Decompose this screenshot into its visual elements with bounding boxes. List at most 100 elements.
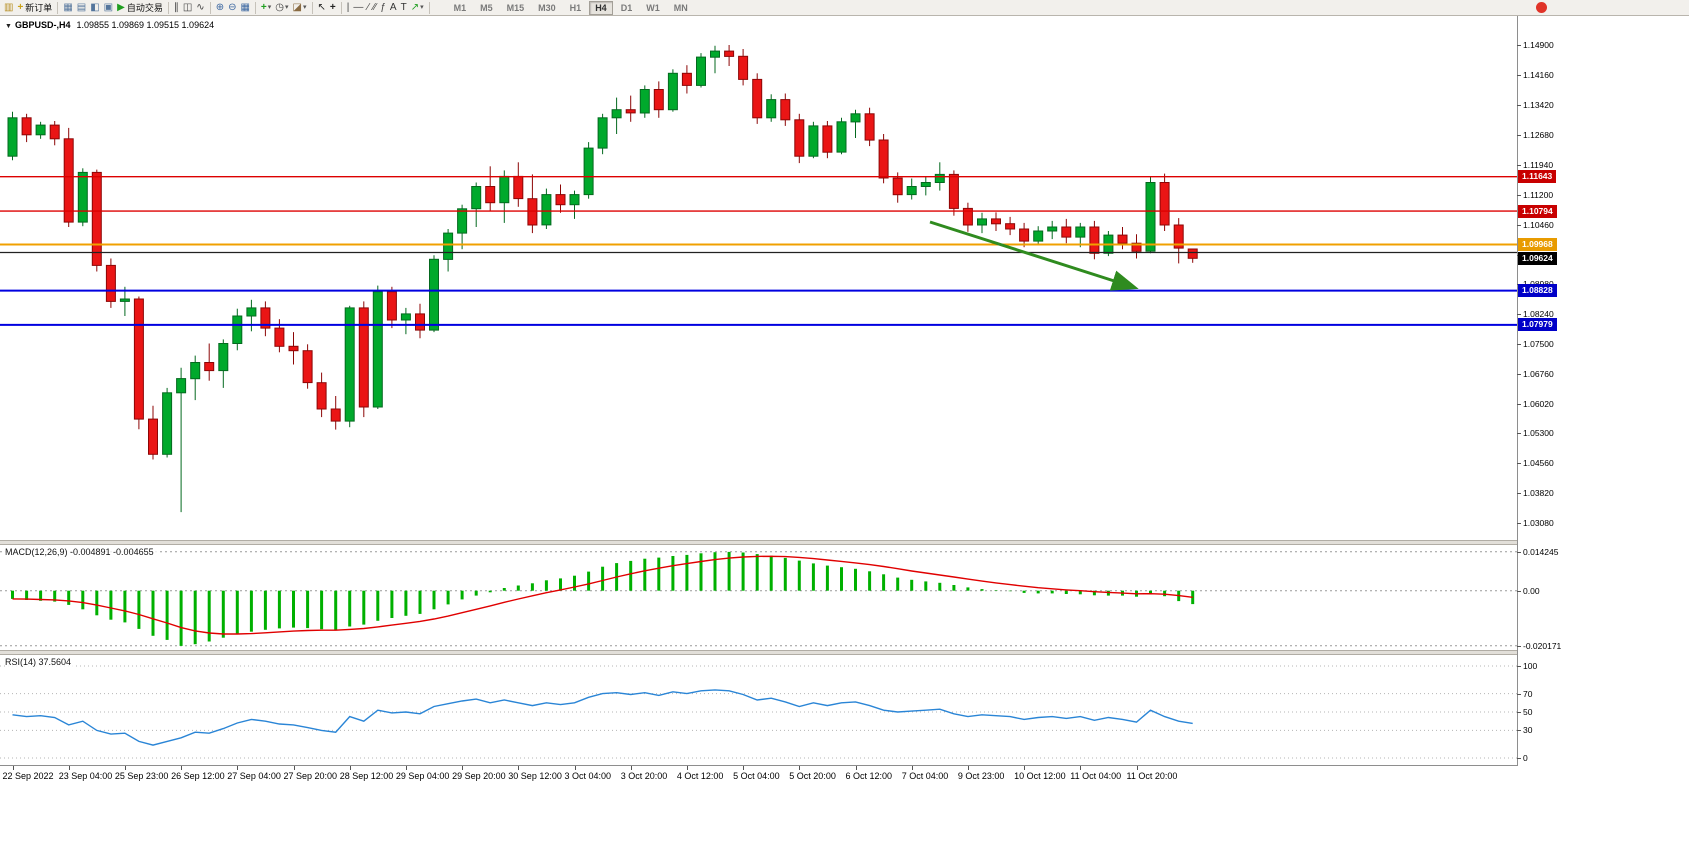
new-order-button[interactable]: + 新订单 (15, 1, 54, 15)
candle-body (274, 327, 285, 347)
candle-body (485, 186, 496, 204)
main-chart-panel[interactable]: ▼ GBPUSD-,H4 1.09855 1.09869 1.09515 1.096… (0, 17, 1689, 540)
candle-body (372, 291, 383, 408)
cursor-icon[interactable]: ↖ (316, 1, 328, 15)
toolbar-items: ▥ + 新订单 ▦ ▤ ◧ ▣ ▶ 自动交易 ∥ ◫ ∿ ⊕ ⊖ ▦ + ▾ ◷ ▾ ◪ ▾ ↖ + | ― ∕ ∕∕ ƒ A T ↗ ▾ (2, 1, 433, 15)
candle-body (1117, 234, 1128, 244)
rsi-line (12, 689, 1193, 746)
candle-body (358, 307, 369, 408)
time-axis-label: 6 Oct 12:00 (845, 771, 893, 781)
new-chart-icon[interactable]: ▥ (2, 1, 15, 15)
candle-body (119, 298, 130, 302)
crosshair-icon: + (329, 1, 336, 13)
timeframe-m1-button[interactable]: M1 (453, 2, 467, 13)
time-axis[interactable]: 22 Sep 2022 23 Sep 04:00 25 Sep 23:00 26 Se… (0, 766, 1689, 786)
horizontal-line-icon: ― (353, 1, 364, 13)
trend-arrow[interactable] (929, 220, 1139, 291)
line-chart-icon[interactable]: ∿ (194, 1, 206, 15)
time-axis-tick (855, 766, 857, 770)
tile-windows-icon[interactable]: ▦ (238, 1, 251, 15)
candle-body (316, 382, 327, 410)
macd-signal-line (12, 555, 1193, 635)
candle-body (288, 345, 299, 352)
candle-body (499, 175, 510, 204)
arrows-icon[interactable]: ↗ ▾ (409, 1, 426, 15)
horizontal-line-icon[interactable]: ― (351, 1, 365, 15)
time-axis-label: 9 Oct 23:00 (957, 771, 1005, 781)
timeframe-w1-button[interactable]: W1 (646, 2, 660, 13)
panel-splitter[interactable] (0, 650, 1517, 655)
time-axis-label: 11 Oct 20:00 (1126, 771, 1178, 781)
fibonacci-icon[interactable]: ƒ (378, 1, 388, 15)
rsi-plot[interactable] (0, 655, 1517, 765)
candle-body (176, 378, 187, 394)
autotrading-button[interactable]: ▶ 自动交易 (115, 1, 165, 15)
toolbar-separator (254, 1, 256, 14)
timeframe-m30-button[interactable]: M30 (538, 2, 556, 13)
candle-body (1005, 223, 1016, 230)
navigator-icon[interactable]: ◧ (88, 1, 101, 15)
indicators-icon[interactable]: + ▾ (259, 1, 273, 15)
candlestick-chart-icon: ◫ (182, 1, 193, 13)
candle-body (1061, 226, 1072, 238)
candle-body (1019, 228, 1030, 242)
vertical-line-icon[interactable]: | (345, 1, 352, 15)
time-axis-tick (799, 766, 801, 770)
candle-body (1159, 182, 1170, 226)
zoom-out-icon[interactable]: ⊖ (226, 1, 238, 15)
timeframe-h1-button[interactable]: H1 (569, 2, 582, 13)
candle-body (625, 109, 636, 114)
candle-body (302, 350, 313, 384)
price-axis-separator (1517, 16, 1518, 786)
candle-body (246, 307, 257, 317)
chart-collapse-icon[interactable]: ▼ (5, 23, 12, 30)
trendline-icon: ∕ (367, 1, 370, 13)
timeframe-mn-button[interactable]: MN (673, 2, 688, 13)
timeframe-m15-button[interactable]: M15 (506, 2, 525, 13)
timeframe-h4-button[interactable]: H4 (589, 0, 613, 15)
macd-plot[interactable] (0, 545, 1517, 650)
candle-body (948, 173, 959, 209)
periods-icon[interactable]: ◷ ▾ (273, 1, 290, 15)
candle-body (471, 186, 482, 210)
market-watch-icon: ▦ (63, 1, 73, 13)
timeframe-m5-button[interactable]: M5 (480, 2, 493, 13)
panel-splitter[interactable] (0, 540, 1517, 545)
candlestick-chart-icon[interactable]: ◫ (181, 1, 194, 15)
crosshair-icon[interactable]: + (328, 1, 338, 15)
trendline-icon[interactable]: ∕ (365, 1, 371, 15)
time-axis-separator (0, 765, 1517, 766)
macd-panel[interactable]: MACD(12,26,9) -0.004891 -0.004655 (0, 545, 1689, 650)
candle-body (162, 392, 173, 455)
candle-body (696, 56, 706, 86)
candle-body (344, 307, 355, 422)
new-order-button-label: 新订单 (25, 2, 53, 13)
templates-icon[interactable]: ◪ ▾ (291, 1, 309, 15)
candle-body (7, 117, 18, 157)
tile-windows-icon: ▦ (240, 1, 250, 13)
candle-body (148, 418, 158, 455)
market-watch-icon[interactable]: ▦ (61, 1, 74, 15)
timeframe-toolbar: M1 M5 M15 M30 H1 H4 D1 W1 MN (447, 0, 695, 15)
candle-body (766, 99, 777, 119)
notification-badge-icon[interactable] (1536, 2, 1547, 13)
label-icon[interactable]: T (399, 1, 409, 15)
bar-chart-icon[interactable]: ∥ (172, 1, 181, 15)
terminal-icon[interactable]: ▣ (102, 1, 115, 15)
toolbar-separator (311, 1, 313, 14)
zoom-in-icon[interactable]: ⊕ (214, 1, 226, 15)
timeframe-d1-button[interactable]: D1 (620, 2, 633, 13)
toolbar-separator (209, 1, 211, 14)
candle-body (204, 362, 215, 372)
time-axis-tick (349, 766, 351, 770)
candle-body (724, 50, 735, 57)
data-window-icon: ▤ (76, 1, 87, 13)
candle-body (218, 343, 229, 372)
candle-body (400, 313, 411, 321)
toolbar-separator (167, 1, 169, 14)
channel-icon[interactable]: ∕∕ (371, 1, 378, 15)
main-plot[interactable] (0, 17, 1517, 540)
text-icon[interactable]: A (388, 1, 399, 15)
data-window-icon[interactable]: ▤ (75, 1, 88, 15)
rsi-panel[interactable]: RSI(14) 37.5604 (0, 655, 1689, 765)
